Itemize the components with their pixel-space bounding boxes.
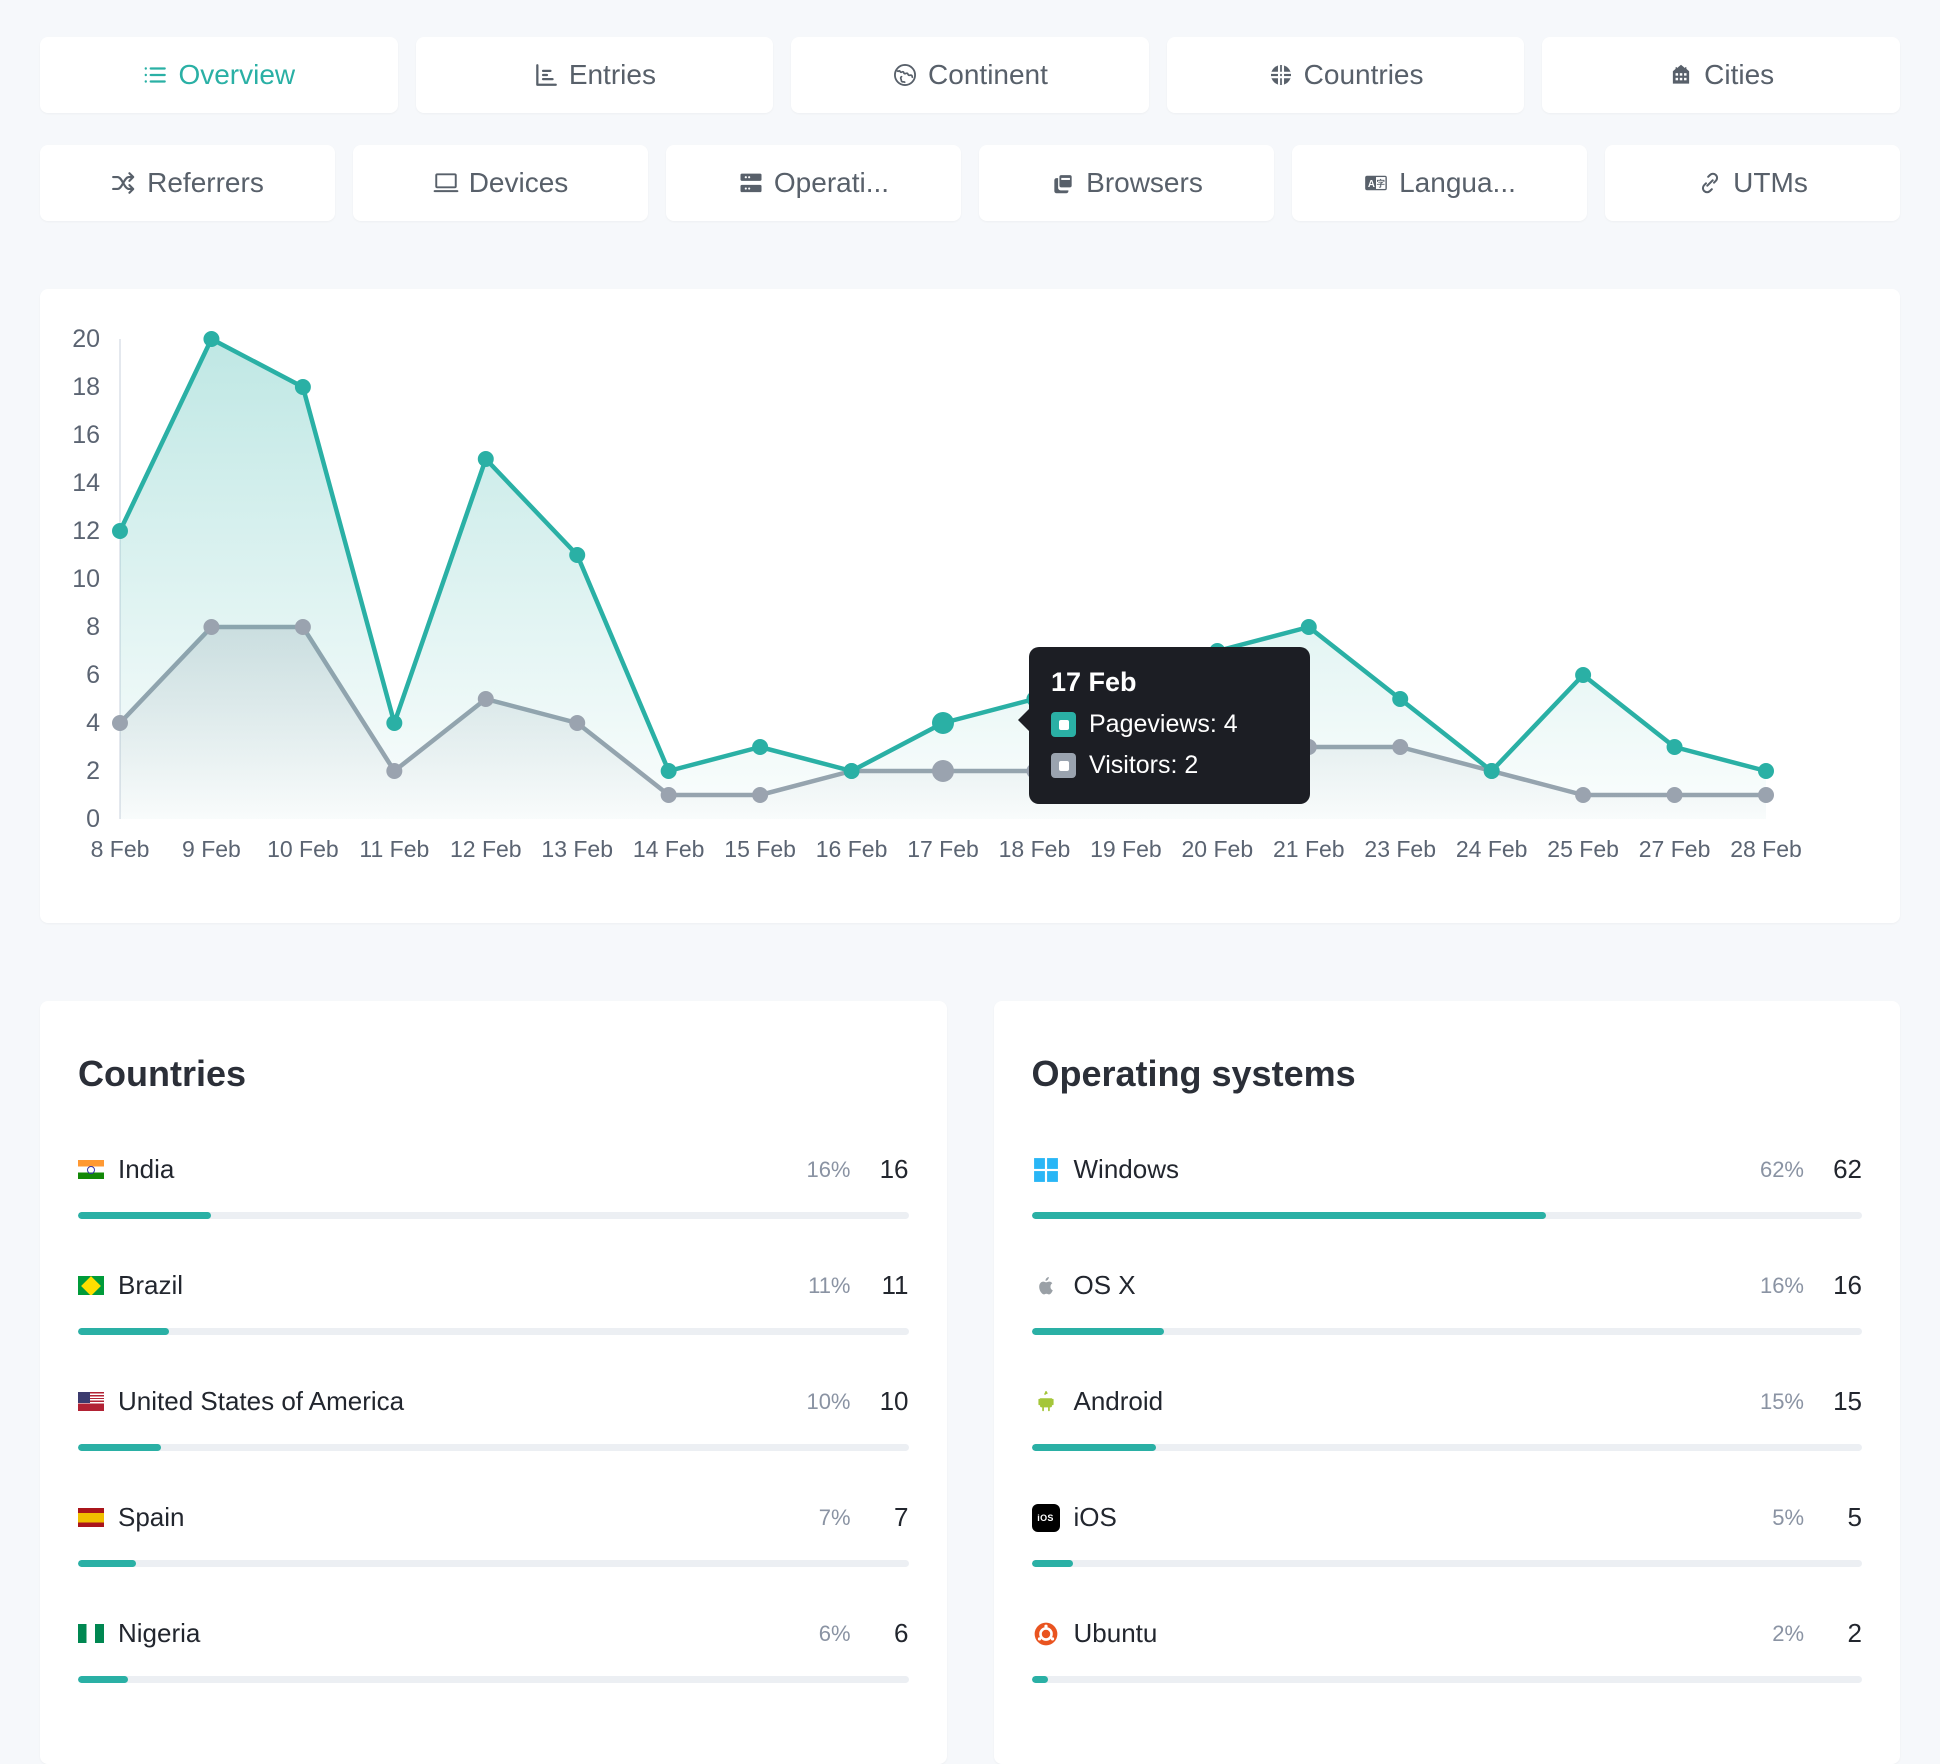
svg-text:20: 20 — [72, 325, 100, 353]
svg-text:2: 2 — [86, 757, 100, 785]
svg-text:25 Feb: 25 Feb — [1547, 836, 1619, 862]
svg-text:14: 14 — [72, 469, 100, 497]
svg-text:字: 字 — [1377, 179, 1386, 189]
svg-text:6: 6 — [86, 661, 100, 689]
svg-text:10: 10 — [72, 565, 100, 593]
svg-text:23 Feb: 23 Feb — [1364, 836, 1436, 862]
svg-text:21 Feb: 21 Feb — [1273, 836, 1345, 862]
svg-text:27 Feb: 27 Feb — [1639, 836, 1711, 862]
svg-text:18: 18 — [72, 373, 100, 401]
svg-text:4: 4 — [86, 709, 100, 737]
svg-text:13 Feb: 13 Feb — [541, 836, 613, 862]
svg-text:12 Feb: 12 Feb — [450, 836, 522, 862]
svg-text:17 Feb: 17 Feb — [907, 836, 979, 862]
svg-text:24 Feb: 24 Feb — [1456, 836, 1528, 862]
svg-text:16 Feb: 16 Feb — [816, 836, 888, 862]
svg-text:9 Feb: 9 Feb — [182, 836, 241, 862]
svg-text:18 Feb: 18 Feb — [999, 836, 1071, 862]
svg-text:20 Feb: 20 Feb — [1182, 836, 1254, 862]
svg-text:11 Feb: 11 Feb — [359, 836, 429, 862]
svg-text:14 Feb: 14 Feb — [633, 836, 705, 862]
svg-text:A: A — [1368, 179, 1375, 190]
svg-text:8: 8 — [86, 613, 100, 641]
svg-text:8 Feb: 8 Feb — [91, 836, 150, 862]
svg-text:16: 16 — [72, 421, 100, 449]
svg-text:19 Feb: 19 Feb — [1090, 836, 1162, 862]
svg-text:10 Feb: 10 Feb — [267, 836, 339, 862]
svg-text:15 Feb: 15 Feb — [724, 836, 796, 862]
svg-text:28 Feb: 28 Feb — [1730, 836, 1802, 862]
svg-text:0: 0 — [86, 805, 100, 833]
svg-text:12: 12 — [72, 517, 100, 545]
